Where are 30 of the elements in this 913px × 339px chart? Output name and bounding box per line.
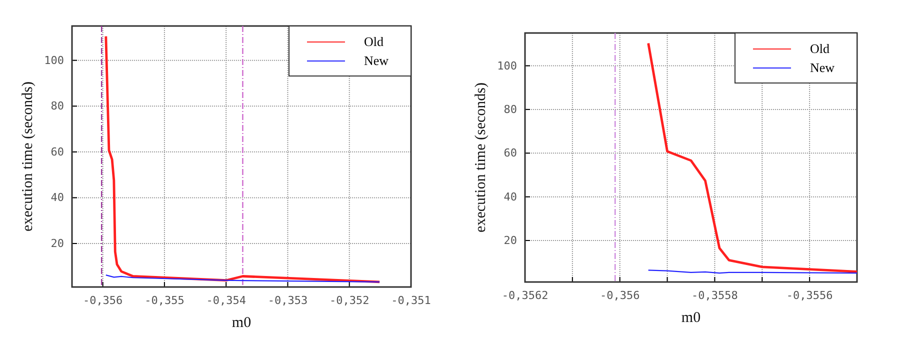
- y-tick-label: 100: [44, 54, 64, 67]
- x-tick-label: -0,3558: [692, 288, 738, 302]
- x-tick-label: -0,354: [206, 294, 246, 307]
- y-tick-label: 20: [504, 234, 517, 248]
- y-tick-label: 100: [497, 59, 517, 72]
- x-tick-label: -0,356: [82, 294, 123, 307]
- line-series: [105, 274, 380, 283]
- y-tick-label: 40: [504, 190, 517, 204]
- y-tick-label: 80: [50, 100, 64, 113]
- x-tick-label: -0,355: [144, 294, 184, 307]
- y-tick-label: 80: [504, 102, 517, 116]
- x-tick-label: -0,353: [268, 294, 308, 307]
- x-tick-label: -0,352: [329, 294, 370, 307]
- legend-label: New: [810, 60, 836, 75]
- y-tick-label: 40: [50, 191, 64, 204]
- x-tick-label: -0,3562: [502, 288, 548, 302]
- x-axis-title: m0: [681, 310, 701, 326]
- y-tick-label: 60: [50, 145, 64, 158]
- legend-label: New: [364, 53, 390, 68]
- x-tick-label: -0,356: [600, 288, 640, 302]
- y-axis-title: execution time (seconds): [20, 82, 36, 232]
- legend-label: Old: [810, 41, 830, 56]
- x-axis-title: m0: [232, 315, 252, 331]
- y-tick-label: 60: [504, 146, 517, 160]
- y-tick-label: 20: [50, 237, 64, 250]
- line-series: [647, 42, 857, 273]
- x-tick-label: -0,3556: [786, 288, 833, 302]
- legend-label: Old: [364, 34, 384, 49]
- x-tick-label: -0,351: [391, 294, 431, 307]
- y-axis-title: execution time (seconds): [473, 82, 489, 232]
